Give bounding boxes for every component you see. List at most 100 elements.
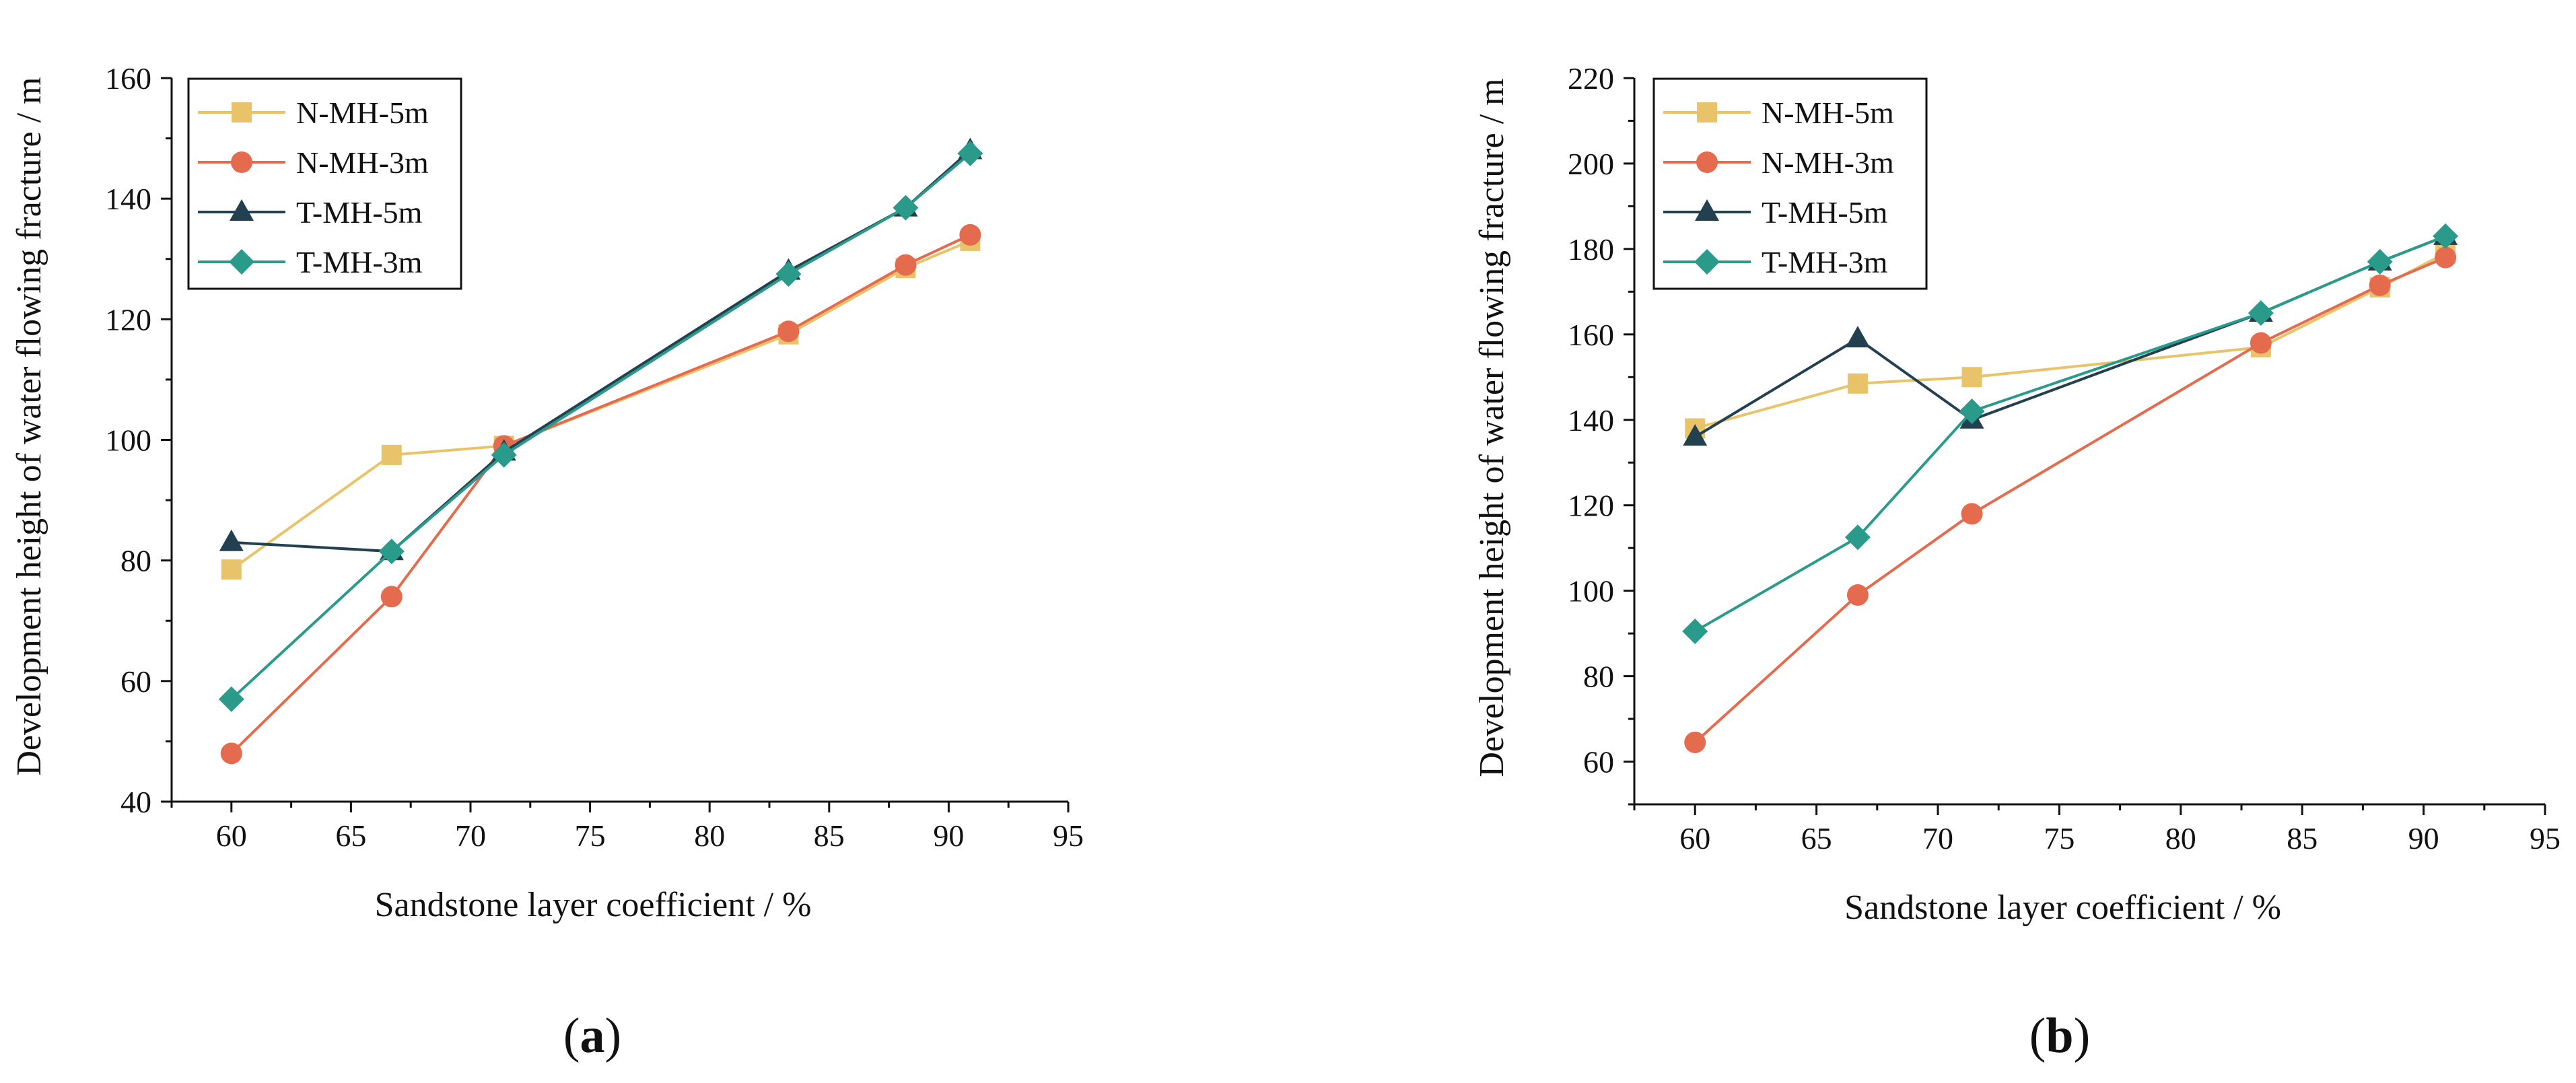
y-tick-label: 120 (1568, 489, 1614, 523)
legend-marker (232, 102, 252, 123)
data-point (893, 195, 919, 221)
data-point (2433, 223, 2459, 249)
legend-marker (231, 151, 252, 173)
chart-panel-a: 60 65 70 75 80 85 90 95 40 60 80 100 120 140 160 Sandst… (10, 61, 1084, 1063)
y-tick-label: 40 (120, 785, 151, 819)
legend-marker (1695, 199, 1719, 221)
series-line (1694, 256, 2446, 744)
x-axis-title: Sandstone layer coefficient / % (1844, 888, 2281, 927)
x-tick-label: 80 (2165, 821, 2196, 855)
series-N-MH-3m (220, 223, 981, 765)
data-point (1682, 618, 1708, 644)
x-tick-label: 95 (1053, 818, 1084, 853)
legend-label: N-MH-5m (296, 96, 429, 130)
data-point (220, 742, 242, 765)
chart-panel-b: 60 65 70 75 80 85 90 95 60 80 100 120 140 160 180 200 22… (1473, 61, 2561, 1063)
y-tick-label: 140 (1568, 403, 1614, 438)
data-point (957, 140, 983, 166)
y-tick-label: 60 (120, 664, 151, 699)
legend-label: T-MH-3m (1762, 245, 1888, 279)
x-tick-label: 60 (1679, 821, 1710, 855)
legend: N-MH-5m N-MH-3m T-MH-5m T-MH-3m (187, 77, 462, 290)
x-axis-title: Sandstone layer coefficient / % (375, 886, 812, 924)
data-point (381, 444, 402, 465)
data-point (2369, 274, 2391, 296)
data-point (1683, 424, 1708, 446)
y-tick-label: 100 (1568, 574, 1614, 608)
panel-label-letter: b (2046, 1008, 2073, 1063)
legend-label: N-MH-5m (1762, 96, 1894, 130)
x-tick-label: 65 (1801, 821, 1832, 855)
x-tick-label: 90 (933, 818, 964, 853)
x-tick-label: 75 (575, 818, 606, 853)
panel-label: (a) (563, 1008, 621, 1063)
y-tick-label: 140 (105, 182, 151, 216)
legend: N-MH-5m N-MH-3m T-MH-5m T-MH-3m (1652, 77, 1928, 290)
panel-label-close: ) (605, 1008, 622, 1063)
y-axis-title: Development height of water flowing frac… (10, 77, 48, 775)
series-line (230, 234, 971, 755)
x-tick-label: 60 (216, 818, 247, 853)
y-tick-label: 80 (120, 544, 151, 578)
panel-label-open: ( (2029, 1008, 2046, 1063)
data-point (1846, 584, 1869, 606)
data-point (1845, 326, 1870, 348)
series-line (230, 240, 971, 571)
legend-label: N-MH-3m (296, 145, 429, 180)
y-tick-label: 120 (105, 302, 151, 337)
legend-label: T-MH-3m (296, 245, 423, 279)
y-axis-title: Development height of water flowing frac… (1473, 78, 1511, 777)
data-point (221, 559, 242, 580)
panel-label-letter: a (580, 1008, 605, 1063)
data-point (2248, 300, 2274, 326)
data-point (895, 254, 917, 276)
y-tick-label: 160 (1568, 318, 1614, 352)
y-tick-label: 100 (105, 423, 151, 458)
data-point (1959, 398, 1985, 425)
series-T-MH-3m (218, 140, 983, 712)
data-point (2367, 248, 2393, 275)
legend-label: T-MH-5m (296, 195, 423, 230)
series-T-MH-3m (1682, 223, 2459, 644)
legend-marker (1697, 102, 1717, 123)
panel-label-close: ) (2074, 1008, 2091, 1063)
panel-label: (b) (2029, 1008, 2090, 1063)
series-line (230, 152, 971, 701)
data-point (1844, 524, 1871, 551)
x-tick-label: 65 (335, 818, 366, 853)
legend-label: T-MH-5m (1762, 195, 1888, 230)
x-tick-label: 85 (2287, 821, 2318, 855)
data-point (775, 261, 802, 287)
x-tick-label: 95 (2530, 821, 2561, 855)
data-point (1847, 373, 1868, 394)
y-tick-label: 80 (1583, 660, 1614, 694)
data-point (1961, 503, 1983, 525)
data-point (378, 538, 405, 565)
data-point (2250, 332, 2272, 354)
data-point (777, 320, 800, 343)
legend-label: N-MH-3m (1762, 145, 1894, 180)
data-point (219, 529, 244, 551)
x-tick-label: 75 (2044, 821, 2075, 855)
x-tick-label: 70 (1922, 821, 1953, 855)
y-tick-label: 160 (105, 61, 151, 96)
data-point (1684, 731, 1706, 753)
legend-marker (1696, 151, 1718, 173)
data-point (2435, 246, 2457, 269)
y-tick-label: 60 (1583, 745, 1614, 779)
series-N-MH-3m (1684, 246, 2457, 753)
x-tick-label: 90 (2408, 821, 2439, 855)
y-tick-label: 180 (1568, 232, 1614, 267)
x-tick-label: 85 (814, 818, 845, 853)
data-point (1961, 367, 1982, 388)
x-tick-label: 80 (694, 818, 725, 853)
series-line (1694, 234, 2446, 633)
y-tick-label: 200 (1568, 147, 1614, 181)
panel-label-open: ( (563, 1008, 580, 1063)
x-tick-label: 70 (455, 818, 486, 853)
data-point (491, 442, 517, 468)
data-point (959, 223, 981, 246)
legend-marker (1694, 249, 1720, 275)
legend-marker (229, 249, 254, 275)
